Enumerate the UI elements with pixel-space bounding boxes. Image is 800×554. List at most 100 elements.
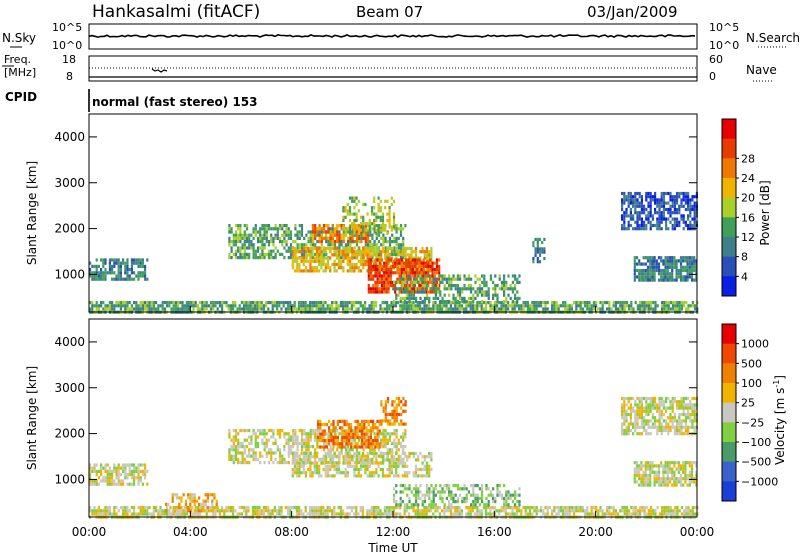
power-cell xyxy=(494,274,497,278)
velocity-cell xyxy=(357,455,360,459)
velocity-cell xyxy=(526,506,529,510)
power-cell xyxy=(640,211,643,215)
velocity-cell xyxy=(634,509,637,513)
power-cell xyxy=(399,233,403,237)
power-cell xyxy=(592,307,595,311)
velocity-cell xyxy=(337,458,341,462)
velocity-cell xyxy=(311,506,314,510)
power-cell xyxy=(380,258,384,262)
power-cell xyxy=(329,269,332,273)
power-cell xyxy=(564,301,567,305)
power-cell xyxy=(391,284,395,288)
velocity-cell xyxy=(362,464,365,468)
power-cell xyxy=(285,249,288,253)
velocity-cell xyxy=(309,506,312,510)
power-cell xyxy=(474,280,477,284)
power-cell xyxy=(362,225,365,229)
velocity-cell xyxy=(228,448,231,452)
velocity-cell xyxy=(314,432,317,436)
power-cell xyxy=(135,258,138,262)
power-cell xyxy=(157,304,160,308)
power-cell xyxy=(608,304,611,308)
velocity-cell xyxy=(238,506,241,510)
power-cell xyxy=(307,246,310,251)
power-cell xyxy=(511,307,514,311)
power-cell xyxy=(606,301,609,305)
power-cell xyxy=(300,230,304,234)
power-cell xyxy=(346,202,349,207)
power-cell xyxy=(228,240,231,244)
power-cell xyxy=(221,304,224,308)
velocity-cell xyxy=(300,509,303,513)
power-cell xyxy=(649,275,652,279)
velocity-cell xyxy=(665,506,668,510)
power-cell xyxy=(309,240,312,244)
velocity-cell xyxy=(329,455,332,459)
power-cell xyxy=(360,233,363,237)
velocity-cell xyxy=(388,458,391,462)
power-cell xyxy=(111,304,114,308)
power-cell xyxy=(364,246,367,251)
power-cell xyxy=(690,275,694,279)
power-cell xyxy=(661,304,664,308)
power-cell xyxy=(106,304,109,308)
power-cell xyxy=(360,230,363,234)
power-cell xyxy=(137,258,140,262)
velocity-cell xyxy=(542,509,545,513)
power-cell xyxy=(435,264,439,268)
power-cell xyxy=(675,278,678,282)
power-cell xyxy=(679,265,683,269)
power-cell xyxy=(441,307,444,311)
power-cell xyxy=(629,214,632,218)
power-cell xyxy=(660,198,663,202)
power-cell xyxy=(249,301,252,305)
power-cell xyxy=(386,212,389,216)
power-cell xyxy=(673,223,676,228)
velocity-cell xyxy=(335,464,338,468)
power-cell xyxy=(404,296,407,300)
power-cell xyxy=(389,271,392,275)
power-cell xyxy=(344,206,347,210)
power-cell xyxy=(409,261,412,265)
velocity-cell xyxy=(344,461,347,465)
power-cell xyxy=(210,304,213,308)
power-cell xyxy=(221,307,224,311)
power-cell xyxy=(395,227,398,231)
velocity-cell xyxy=(128,463,131,467)
power-cell xyxy=(642,272,645,276)
power-cell xyxy=(678,307,681,311)
velocity-cell xyxy=(115,512,118,516)
velocity-cell xyxy=(375,458,378,462)
power-cell xyxy=(399,304,402,308)
velocity-cell xyxy=(562,509,565,513)
velocity-cell xyxy=(97,482,100,486)
power-cell xyxy=(315,250,319,254)
power-cell xyxy=(410,307,413,311)
velocity-cell xyxy=(159,506,162,510)
power-cell xyxy=(346,304,349,308)
power-cell xyxy=(102,301,105,305)
velocity-cell xyxy=(122,479,125,483)
power-cell xyxy=(509,287,512,291)
velocity-cell xyxy=(130,463,133,467)
power-cell xyxy=(329,250,332,254)
velocity-cell xyxy=(482,506,485,510)
power-cell xyxy=(529,307,532,311)
power-cell xyxy=(139,307,142,311)
power-cell xyxy=(346,307,349,311)
power-cell xyxy=(417,266,420,270)
power-cell xyxy=(505,296,508,300)
power-cell xyxy=(678,223,681,228)
power-cell xyxy=(452,293,455,297)
cpid-label: CPID xyxy=(5,90,37,104)
velocity-cell xyxy=(115,476,118,480)
power-cell xyxy=(283,236,286,240)
velocity-cell xyxy=(348,506,351,510)
power-cell xyxy=(97,277,100,281)
power-cell xyxy=(612,304,615,308)
velocity-cell xyxy=(333,464,336,468)
power-cell xyxy=(623,227,626,231)
velocity-cell xyxy=(401,464,404,468)
power-cell xyxy=(640,204,643,208)
velocity-cell xyxy=(654,512,657,516)
